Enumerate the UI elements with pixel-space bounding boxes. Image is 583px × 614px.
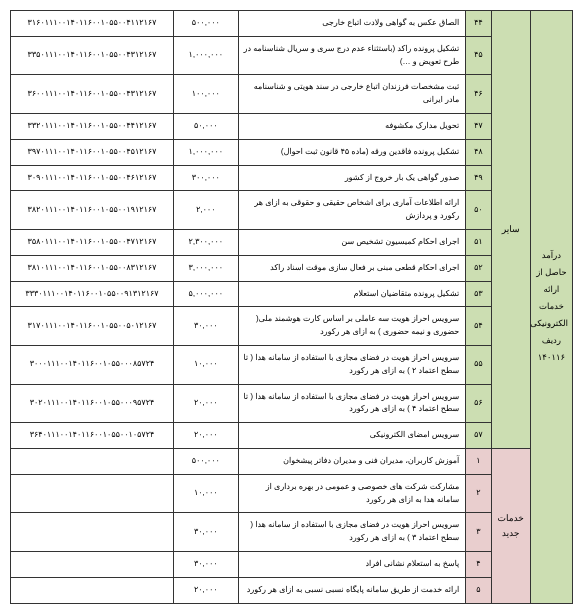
row-fee: ۱۰۰,۰۰۰ [174, 75, 239, 114]
row-description: صدور گواهی یک بار خروج از کشور [238, 165, 466, 191]
row-description: ارائه اطلاعات آماری برای اشخاص حقیقی و ح… [238, 191, 466, 230]
table-row: ۵۶سرویس احراز هویت در فضای مجازی با استف… [11, 384, 573, 423]
row-fee: ۲۰,۰۰۰ [174, 423, 239, 449]
income-header: درآمد حاصل از ارائه خدمات الکترونیکی ردی… [530, 11, 572, 604]
row-fee: ۵۰۰,۰۰۰ [174, 11, 239, 37]
row-fee: ۱,۰۰۰,۰۰۰ [174, 36, 239, 75]
row-number: ۳ [466, 513, 491, 552]
table-row: ۴۷تحویل مدارک مکشوفه۵۰,۰۰۰۳۳۲۰۱۱۱۰۰۱۴۰۱۱… [11, 113, 573, 139]
row-fee: ۲۰,۰۰۰ [174, 577, 239, 603]
table-row: ۵۴سرویس احراز هویت سه عاملی بر اساس کارت… [11, 307, 573, 346]
row-code: ۳۱۷۰۱۱۱۰۰۱۴۰۱۱۶۰۰۱۰۵۵۰۰۵۰۱۲۱۶۷ [11, 307, 174, 346]
row-code: ۳۰۰۰۱۱۱۰۰۱۴۰۱۱۶۰۰۱۰۵۵۰۰۰۸۵۷۲۴ [11, 345, 174, 384]
row-code [11, 577, 174, 603]
row-number: ۵ [466, 577, 491, 603]
row-description: الصاق عکس به گواهی ولادت اتباع خارجی [238, 11, 466, 37]
row-description: تشکیل پرونده فاقدین ورقه (ماده ۴۵ قانون … [238, 139, 466, 165]
row-fee: ۲,۰۰۰ [174, 191, 239, 230]
row-description: سرویس احراز هویت در فضای مجازی با استفاد… [238, 345, 466, 384]
row-number: ۵۱ [466, 229, 491, 255]
row-number: ۴۹ [466, 165, 491, 191]
row-number: ۵۲ [466, 255, 491, 281]
table-row: خدمات جدید۱آموزش کاربران، مدیران فنی و م… [11, 448, 573, 474]
fee-table: درآمد حاصل از ارائه خدمات الکترونیکی ردی… [10, 10, 573, 604]
row-description: مشارکت شرکت های خصوصی و عمومی در بهره بر… [238, 474, 466, 513]
row-description: اجرای احکام کمیسیون تشخیص سن [238, 229, 466, 255]
row-code: ۳۰۲۰۱۱۱۰۰۱۴۰۱۱۶۰۰۱۰۵۵۰۰۰۹۵۷۲۴ [11, 384, 174, 423]
row-code [11, 513, 174, 552]
row-number: ۴۷ [466, 113, 491, 139]
row-code: ۳۶۰۰۱۱۱۰۰۱۴۰۱۱۶۰۰۱۰۵۵۰۰۴۳۱۲۱۶۷ [11, 75, 174, 114]
row-description: سرویس امضای الکترونیکی [238, 423, 466, 449]
table-row: ۵۲اجرای احکام قطعی مبنی بر فعال سازی موق… [11, 255, 573, 281]
row-fee: ۵۰,۰۰۰ [174, 113, 239, 139]
row-code [11, 448, 174, 474]
table-row: ۴۹صدور گواهی یک بار خروج از کشور۳۰۰,۰۰۰۳… [11, 165, 573, 191]
row-number: ۵۶ [466, 384, 491, 423]
table-row: درآمد حاصل از ارائه خدمات الکترونیکی ردی… [11, 11, 573, 37]
row-code: ۳۱۶۰۱۱۱۰۰۱۴۰۱۱۶۰۰۱۰۵۵۰۰۴۱۱۲۱۶۷ [11, 11, 174, 37]
table-row: ۵ارائه خدمت از طریق سامانه پایگاه نسبی ن… [11, 577, 573, 603]
row-description: اجرای احکام قطعی مبنی بر فعال سازی موقت … [238, 255, 466, 281]
table-row: ۴۸تشکیل پرونده فاقدین ورقه (ماده ۴۵ قانو… [11, 139, 573, 165]
row-description: ثبت مشخصات فرزندان اتباع خارجی در سند هو… [238, 75, 466, 114]
row-fee: ۳۰,۰۰۰ [174, 513, 239, 552]
row-fee: ۳۰,۰۰۰ [174, 551, 239, 577]
row-number: ۵۴ [466, 307, 491, 346]
row-description: تحویل مدارک مکشوفه [238, 113, 466, 139]
row-code: ۳۳۲۰۱۱۱۰۰۱۴۰۱۱۶۰۰۱۰۵۵۰۰۴۴۱۲۱۶۷ [11, 113, 174, 139]
row-code: ۳۸۲۰۱۱۱۰۰۱۴۰۱۱۶۰۰۱۰۵۵۰۰۱۹۱۲۱۶۷ [11, 191, 174, 230]
table-row: ۵۵سرویس احراز هویت در فضای مجازی با استف… [11, 345, 573, 384]
row-fee: ۲۰,۰۰۰ [174, 384, 239, 423]
row-code [11, 551, 174, 577]
row-fee: ۵۰۰,۰۰۰ [174, 448, 239, 474]
row-fee: ۳,۰۰۰,۰۰۰ [174, 255, 239, 281]
table-row: ۲مشارکت شرکت های خصوصی و عمومی در بهره ب… [11, 474, 573, 513]
row-code: ۳۹۷۰۱۱۱۰۰۱۴۰۱۱۶۰۰۱۰۵۵۰۰۴۵۱۲۱۶۷ [11, 139, 174, 165]
row-number: ۵۵ [466, 345, 491, 384]
row-description: تشکیل پرونده راکد (باستثناء عدم درج سری … [238, 36, 466, 75]
row-description: آموزش کاربران، مدیران فنی و مدیران دفاتر… [238, 448, 466, 474]
row-fee: ۳۰,۰۰۰ [174, 307, 239, 346]
row-description: تشکیل پرونده متقاضیان استعلام [238, 281, 466, 307]
row-code: ۳۰۹۰۱۱۱۰۰۱۴۰۱۱۶۰۰۱۰۵۵۰۰۴۶۱۲۱۶۷ [11, 165, 174, 191]
row-fee: ۱,۰۰۰,۰۰۰ [174, 139, 239, 165]
row-description: ارائه خدمت از طریق سامانه پایگاه نسبی نس… [238, 577, 466, 603]
row-fee: ۱۰,۰۰۰ [174, 474, 239, 513]
row-description: سرویس احراز هویت در فضای مجازی با استفاد… [238, 384, 466, 423]
row-number: ۴۵ [466, 36, 491, 75]
row-code: ۳۸۱۰۱۱۱۰۰۱۴۰۱۱۶۰۰۱۰۵۵۰۰۸۳۱۲۱۶۷ [11, 255, 174, 281]
row-number: ۵۳ [466, 281, 491, 307]
category-cell: سایر [491, 11, 530, 449]
table-row: ۴پاسخ به استعلام نشانی افراد۳۰,۰۰۰ [11, 551, 573, 577]
category-cell: خدمات جدید [491, 448, 530, 603]
row-number: ۱ [466, 448, 491, 474]
row-number: ۵۷ [466, 423, 491, 449]
row-description: پاسخ به استعلام نشانی افراد [238, 551, 466, 577]
row-fee: ۵,۰۰۰,۰۰۰ [174, 281, 239, 307]
row-description: سرویس احراز هویت در فضای مجازی با استفاد… [238, 513, 466, 552]
row-number: ۴ [466, 551, 491, 577]
row-number: ۲ [466, 474, 491, 513]
row-fee: ۳۰۰,۰۰۰ [174, 165, 239, 191]
table-row: ۳سرویس احراز هویت در فضای مجازی با استفا… [11, 513, 573, 552]
row-number: ۴۴ [466, 11, 491, 37]
row-fee: ۱۰,۰۰۰ [174, 345, 239, 384]
table-row: ۵۷سرویس امضای الکترونیکی۲۰,۰۰۰۳۶۴۰۱۱۱۰۰۱… [11, 423, 573, 449]
row-code: ۳۳۳۰۱۱۱۰۰۱۴۰۱۱۶۰۰۱۰۵۵۰۰۹۱۳۱۲۱۶۷ [11, 281, 174, 307]
row-code: ۳۵۸۰۱۱۱۰۰۱۴۰۱۱۶۰۰۱۰۵۵۰۰۴۷۱۲۱۶۷ [11, 229, 174, 255]
row-number: ۵۰ [466, 191, 491, 230]
row-description: سرویس احراز هویت سه عاملی بر اساس کارت ه… [238, 307, 466, 346]
table-row: ۴۵تشکیل پرونده راکد (باستثناء عدم درج سر… [11, 36, 573, 75]
table-row: ۵۱اجرای احکام کمیسیون تشخیص سن۲,۳۰۰,۰۰۰۳… [11, 229, 573, 255]
row-fee: ۲,۳۰۰,۰۰۰ [174, 229, 239, 255]
table-row: ۴۶ثبت مشخصات فرزندان اتباع خارجی در سند … [11, 75, 573, 114]
table-row: ۵۰ارائه اطلاعات آماری برای اشخاص حقیقی و… [11, 191, 573, 230]
row-code: ۳۳۵۰۱۱۱۰۰۱۴۰۱۱۶۰۰۱۰۵۵۰۰۴۳۱۲۱۶۷ [11, 36, 174, 75]
row-code: ۳۶۴۰۱۱۱۰۰۱۴۰۱۱۶۰۰۱۰۵۵۰۰۱۰۵۷۲۴ [11, 423, 174, 449]
row-code [11, 474, 174, 513]
table-row: ۵۳تشکیل پرونده متقاضیان استعلام۵,۰۰۰,۰۰۰… [11, 281, 573, 307]
row-number: ۴۶ [466, 75, 491, 114]
row-number: ۴۸ [466, 139, 491, 165]
